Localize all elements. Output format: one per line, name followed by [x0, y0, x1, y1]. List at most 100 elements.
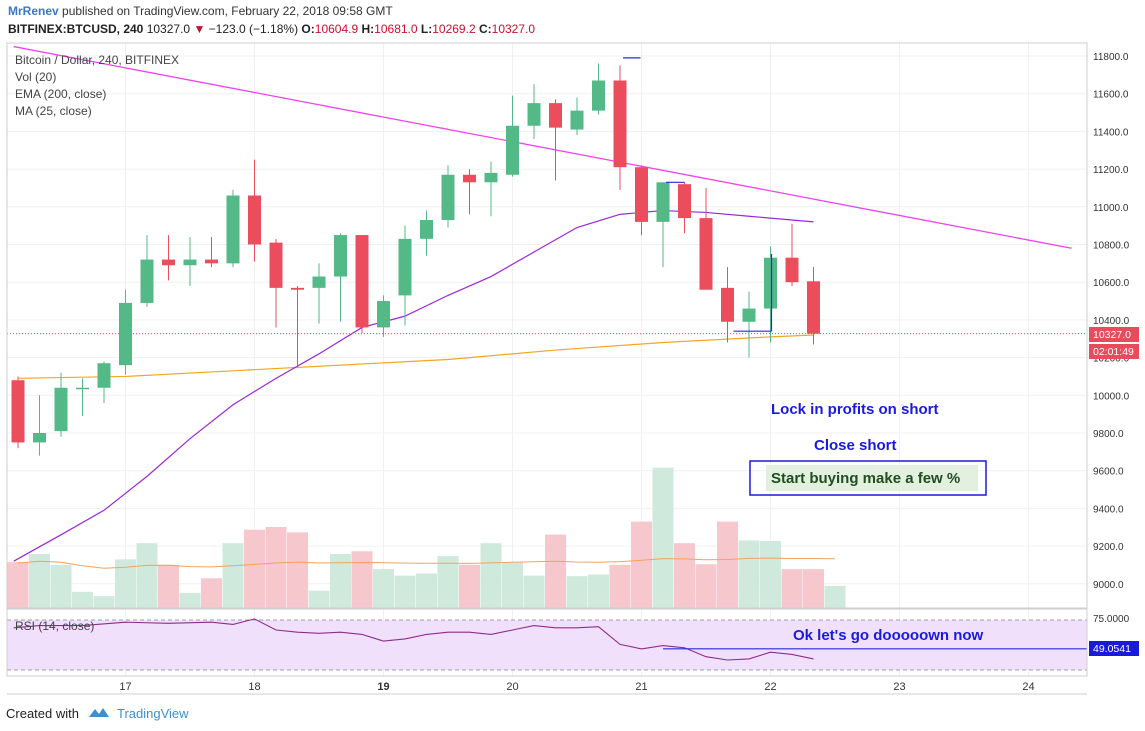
candle-body	[463, 174, 476, 183]
publish-text: published on TradingView.com, February 2…	[58, 4, 393, 18]
candle-body	[441, 174, 455, 220]
close-value: 10327.0	[491, 22, 536, 36]
volume-bar	[201, 578, 222, 608]
volume-bar	[265, 527, 287, 608]
volume-bar	[609, 564, 631, 608]
descending-trendline	[13, 45, 1072, 249]
indicator-lines	[7, 45, 1087, 562]
volume-bar	[631, 521, 652, 608]
candle-body	[613, 80, 627, 168]
time-tick-label: 19	[377, 681, 389, 693]
candle-body	[699, 218, 713, 290]
volume-bar	[738, 540, 760, 608]
time-tick-label: 23	[893, 681, 905, 693]
volume-bar	[158, 564, 179, 608]
volume-bar	[7, 562, 29, 608]
countdown-tag-text: 02:01:49	[1093, 346, 1134, 358]
volume-bar	[29, 554, 50, 608]
volume-ma-line	[17, 557, 836, 569]
author-name[interactable]: MrRenev	[8, 4, 59, 18]
high-value: 10681.0	[374, 22, 418, 36]
legend-rsi: RSI (14, close)	[15, 619, 94, 633]
volume-bar	[459, 564, 480, 608]
legend-title: Bitcoin / Dollar, 240, BITFINEX	[15, 53, 179, 67]
volume-bar	[502, 562, 523, 608]
price-tick-label: 11200.0	[1093, 165, 1129, 176]
price-axis[interactable]: 11800.0 11600.0 11400.0 11200.0 11000.0 10800…	[1093, 52, 1130, 591]
main-pane-border	[6, 42, 1088, 609]
price-tick-label: 10800.0	[1093, 241, 1130, 252]
publish-info: MrRenev published on TradingView.com, Fe…	[8, 4, 393, 18]
time-axis[interactable]: 17 18 19 20 21 22 23 24	[119, 681, 1034, 693]
price-tick-label: 11000.0	[1093, 203, 1129, 214]
volume-bar	[760, 541, 781, 608]
volume-bar	[244, 529, 265, 608]
volume-bar	[824, 585, 846, 608]
ma-25-line	[13, 209, 814, 562]
candle-body	[97, 363, 111, 388]
tradingview-cloud-icon	[87, 705, 111, 722]
volume-bar	[566, 576, 588, 608]
volume-bar	[179, 592, 201, 608]
time-tick-label: 21	[635, 681, 647, 693]
drawings	[623, 57, 773, 332]
candle-body	[183, 259, 197, 266]
volume-bar	[674, 543, 695, 608]
candle-body	[269, 242, 283, 288]
time-tick-label: 20	[506, 681, 518, 693]
price-tick-label: 11600.0	[1093, 90, 1129, 101]
candle-body	[656, 182, 670, 222]
candle-body	[549, 103, 562, 128]
time-tick-label: 17	[119, 681, 131, 693]
candle-body	[527, 103, 541, 126]
price-tick-label: 9600.0	[1093, 467, 1124, 478]
rsi-top-tick: 75.0000	[1093, 614, 1130, 625]
volume-bar	[72, 591, 93, 608]
rsi-band	[7, 620, 1087, 670]
volume-bar	[308, 590, 330, 608]
candle-body	[377, 301, 390, 328]
volume-bar	[588, 574, 609, 608]
last-price-tag-text: 10327.0	[1093, 329, 1131, 341]
candle-body	[506, 125, 519, 175]
candle-body	[484, 172, 498, 183]
volume-bar	[330, 554, 351, 608]
price-tick-label: 10400.0	[1093, 316, 1130, 327]
candles	[11, 63, 820, 456]
candle-body	[764, 257, 777, 309]
open-value: 10604.9	[314, 22, 359, 36]
volume-bar	[652, 467, 674, 608]
annotation-rsi-note[interactable]: Ok let's go dooooown now	[793, 627, 984, 644]
candle-body	[205, 259, 218, 264]
candle-body	[11, 380, 25, 443]
price-tick-label: 11800.0	[1093, 52, 1129, 63]
volume-ma-polyline	[17, 557, 836, 569]
annotation-box-fill	[766, 465, 978, 491]
price-tick-label: 10200.0	[1093, 354, 1130, 365]
candle-body	[721, 287, 734, 322]
rsi-line	[13, 618, 814, 661]
annotation-close-short[interactable]: Close short	[814, 437, 897, 454]
price-change: −123.0 (−1.18%)	[208, 22, 299, 36]
candle-body	[140, 259, 154, 303]
annotation-box[interactable]	[749, 460, 987, 496]
main-pane[interactable]	[7, 43, 1087, 608]
volume-bar	[416, 573, 437, 608]
volume-bar	[545, 534, 566, 608]
volume-bar	[373, 569, 394, 608]
gridlines	[7, 43, 1087, 676]
candle-body	[635, 167, 648, 222]
time-tick-label: 24	[1022, 681, 1034, 693]
annotation-start-buying[interactable]: Start buying make a few %	[771, 470, 960, 487]
candle-body	[398, 238, 412, 296]
down-arrow-icon: ▼	[193, 22, 206, 36]
symbol-label: BITFINEX:BTCUSD, 240	[8, 22, 144, 36]
candle-body	[785, 257, 799, 283]
annotation-lock-profits[interactable]: Lock in profits on short	[771, 401, 939, 418]
candle-body	[592, 80, 605, 111]
candle-body	[33, 433, 46, 443]
tradingview-link[interactable]: TradingView	[116, 706, 189, 721]
candle-body	[248, 195, 261, 245]
candle-body	[334, 235, 347, 277]
